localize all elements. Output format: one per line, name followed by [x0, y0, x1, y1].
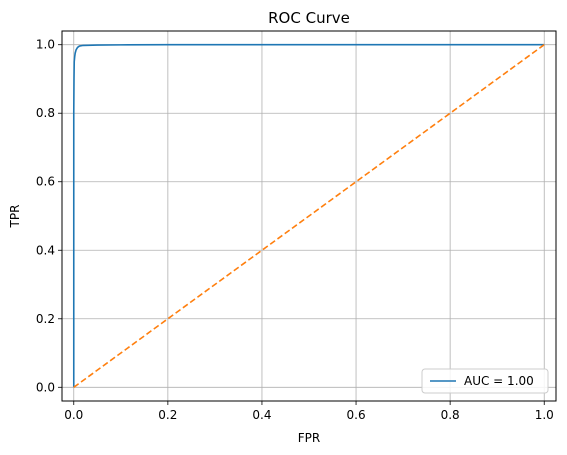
- y-tick-label: 0.4: [36, 243, 55, 257]
- y-tick-label: 0.2: [36, 312, 55, 326]
- plot-frame: [61, 30, 557, 402]
- y-tick-label: 1.0: [36, 38, 55, 52]
- x-axis-label: FPR: [298, 431, 320, 445]
- legend-label: AUC = 1.00: [464, 374, 534, 388]
- ticks-layer: 0.0 0.2 0.4 0.6 0.8 1.0 0.0 0.2 0.4 0.6 0.8 1.0: [36, 38, 554, 422]
- legend-box: [421, 368, 549, 394]
- y-tick-label: 0.8: [36, 106, 55, 120]
- x-tick-label: 0.0: [64, 408, 83, 422]
- y-axis-label: TPR: [8, 205, 22, 229]
- y-tick-label: 0.0: [36, 380, 55, 394]
- x-tick-label: 0.8: [441, 408, 460, 422]
- y-tick-label: 0.6: [36, 175, 55, 189]
- x-tick-label: 0.2: [158, 408, 177, 422]
- roc-curve-line: [72, 43, 545, 388]
- chance-diagonal-line: [73, 44, 545, 388]
- chart-title: ROC Curve: [268, 9, 350, 27]
- legend: AUC = 1.00: [421, 368, 549, 394]
- series-layer: [72, 43, 545, 388]
- x-tick-label: 0.6: [347, 408, 366, 422]
- x-tick-label: 1.0: [535, 408, 554, 422]
- x-tick-label: 0.4: [252, 408, 271, 422]
